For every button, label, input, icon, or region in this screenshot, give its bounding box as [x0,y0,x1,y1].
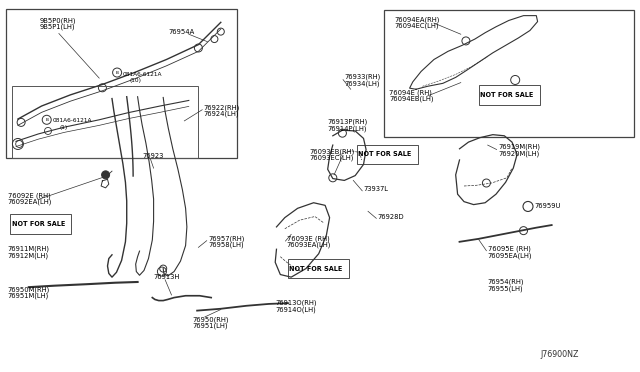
Text: 76958(LH): 76958(LH) [208,242,244,248]
Text: 76094E (RH): 76094E (RH) [389,89,432,96]
Text: 76913P(RH): 76913P(RH) [328,119,368,125]
Text: 76094EA(RH): 76094EA(RH) [394,16,440,23]
Text: 76924(LH): 76924(LH) [204,111,239,118]
Text: 76957(RH): 76957(RH) [208,235,244,242]
Text: 76951M(LH): 76951M(LH) [8,292,49,299]
Text: 76950M(RH): 76950M(RH) [8,286,50,293]
Text: 76919M(RH): 76919M(RH) [498,144,540,150]
Text: 76095E (RH): 76095E (RH) [488,246,531,253]
Text: 76093EA(LH): 76093EA(LH) [287,242,331,248]
Text: 76913O(RH): 76913O(RH) [275,300,317,307]
Text: 76914O(LH): 76914O(LH) [275,306,316,313]
Text: 73937L: 73937L [364,186,388,192]
Text: 76093E (RH): 76093E (RH) [287,235,330,242]
Text: 76092E (RH): 76092E (RH) [8,192,51,199]
Text: 76959U: 76959U [534,203,561,209]
Text: 76914P(LH): 76914P(LH) [328,125,367,132]
Text: 76911M(RH): 76911M(RH) [8,246,50,253]
Text: 9B5P1(LH): 9B5P1(LH) [40,23,75,30]
Text: B: B [116,71,118,74]
Text: NOT FOR SALE: NOT FOR SALE [12,221,65,227]
Text: NOT FOR SALE: NOT FOR SALE [358,151,412,157]
Bar [384,10,634,137]
Text: 76094EB(LH): 76094EB(LH) [389,95,434,102]
Bar [288,259,349,278]
Bar [10,214,71,234]
Text: 76913H: 76913H [154,274,180,280]
Text: 76922(RH): 76922(RH) [204,105,240,111]
Text: B: B [45,118,48,122]
Text: 081A6-6121A: 081A6-6121A [123,72,163,77]
Circle shape [102,171,109,179]
Text: 76954(RH): 76954(RH) [488,279,524,285]
Text: 76955(LH): 76955(LH) [488,285,524,292]
Bar [12,86,198,158]
Text: 9B5P0(RH): 9B5P0(RH) [40,17,76,24]
Text: 76954A: 76954A [168,29,195,35]
Text: 76923: 76923 [142,153,163,159]
Text: 76094EC(LH): 76094EC(LH) [394,22,439,29]
Text: NOT FOR SALE: NOT FOR SALE [289,266,342,272]
Text: 76928D: 76928D [378,214,404,219]
Text: (10): (10) [129,78,141,83]
Text: 76095EA(LH): 76095EA(LH) [488,252,532,259]
Text: 76920M(LH): 76920M(LH) [498,150,539,157]
Text: 76093EC(LH): 76093EC(LH) [310,155,354,161]
Text: 081A6-6121A: 081A6-6121A [52,118,92,124]
Text: NOT FOR SALE: NOT FOR SALE [480,92,533,98]
Text: 76951(LH): 76951(LH) [192,323,227,330]
Text: 76093EB(RH): 76093EB(RH) [310,148,355,155]
Text: 76912M(LH): 76912M(LH) [8,252,49,259]
Bar [479,85,540,105]
Text: 76933(RH): 76933(RH) [344,74,381,80]
Text: 76950(RH): 76950(RH) [192,317,228,323]
Text: J76900NZ: J76900NZ [541,350,579,359]
Text: 76092EA(LH): 76092EA(LH) [8,198,52,205]
Text: 76934(LH): 76934(LH) [344,80,380,87]
Bar [6,9,237,158]
Bar [357,145,418,164]
Text: (1): (1) [60,125,68,130]
